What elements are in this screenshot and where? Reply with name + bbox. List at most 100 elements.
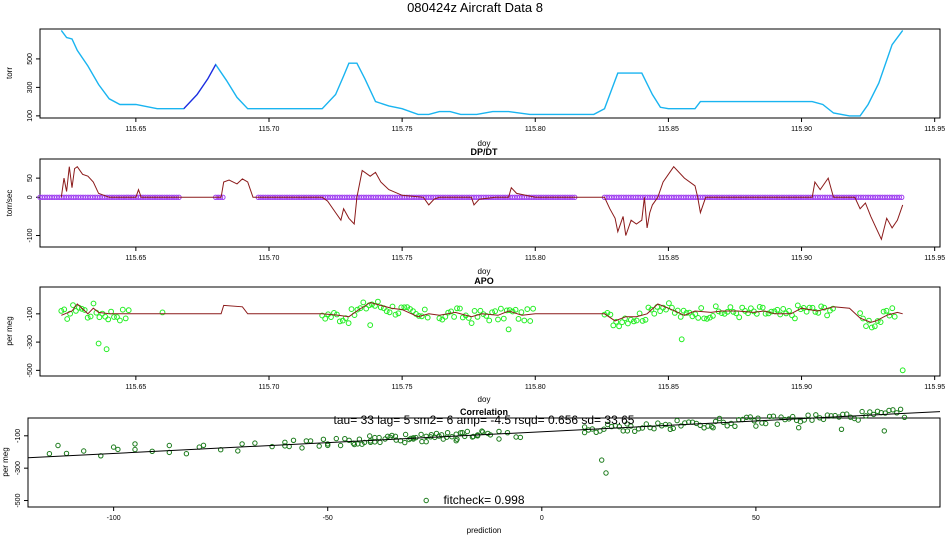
- correlation-point: [655, 420, 661, 426]
- apo-point: [64, 316, 71, 322]
- apo-point: [739, 304, 746, 311]
- apo-point: [102, 313, 109, 320]
- correlation-point: [496, 428, 502, 435]
- apo-point: [119, 306, 126, 313]
- apo-point: [748, 305, 754, 312]
- correlation-point: [504, 430, 511, 436]
- apo-point: [712, 303, 719, 310]
- apo-outlier-point: [899, 367, 906, 374]
- apo-point: [774, 306, 781, 313]
- correlation-point: [632, 428, 638, 434]
- apo-point: [639, 318, 646, 324]
- apo-point: [111, 314, 117, 320]
- apo-point: [780, 306, 787, 312]
- y-tick-label: -300: [27, 335, 34, 349]
- apo-point: [322, 315, 329, 322]
- panel-correlation: -100 -50 0 50-500-300-100 Correlation tau= …: [1, 406, 941, 535]
- apo-point: [436, 315, 443, 322]
- apo-point: [730, 309, 737, 315]
- correlation-point: [479, 428, 485, 434]
- apo-point: [642, 316, 649, 323]
- correlation-point: [269, 443, 275, 450]
- apo-title: APO: [474, 276, 494, 286]
- apo-point: [125, 307, 132, 314]
- correlation-point: [882, 410, 888, 416]
- pressure-line: [60, 29, 904, 117]
- apo-point: [495, 316, 501, 323]
- dpdt-line: [60, 165, 904, 241]
- apo-outlier-point: [159, 309, 166, 316]
- y-tick-label: 500: [27, 53, 34, 65]
- correlation-point: [333, 435, 339, 442]
- apo-point: [707, 314, 713, 321]
- x-tick-label: 0: [540, 515, 544, 522]
- x-tick-label: 115.95: [924, 384, 945, 391]
- correlation-point: [218, 447, 224, 453]
- y-tick-label: 0: [27, 195, 34, 199]
- correlation-point: [805, 412, 811, 418]
- correlation-point: [643, 421, 649, 427]
- correlation-point: [418, 431, 424, 438]
- apo-point: [868, 324, 875, 331]
- apo-point: [530, 305, 536, 312]
- correlation-point: [599, 457, 605, 463]
- pressure-segment-line: [183, 64, 217, 110]
- x-tick-label: 115.80: [525, 126, 546, 133]
- apo-point: [724, 308, 731, 315]
- fitcheck-label: fitcheck= 0.998: [443, 493, 524, 507]
- y-tick-label: -100: [15, 429, 22, 443]
- apo-point: [468, 320, 475, 327]
- apo-point: [745, 310, 751, 317]
- x-tick-label: 115.65: [125, 126, 146, 133]
- apo-point: [117, 317, 123, 324]
- apo-point: [114, 314, 120, 320]
- x-tick-label: 115.65: [125, 384, 146, 391]
- apo-point: [471, 308, 478, 314]
- correlation-point: [480, 429, 486, 435]
- apo-y-label: per meg: [5, 316, 14, 345]
- correlation-point: [890, 407, 896, 413]
- correlation-point: [813, 412, 819, 418]
- correlation-point: [670, 425, 676, 432]
- apo-point: [863, 323, 869, 330]
- apo-point: [610, 322, 617, 329]
- apo-outlier-point: [891, 313, 898, 320]
- apo-point: [424, 314, 431, 321]
- apo-point: [348, 306, 355, 313]
- correlation-point: [897, 406, 904, 412]
- apo-point: [674, 307, 681, 314]
- apo-plot-frame: [39, 286, 941, 377]
- correlation-point: [361, 439, 368, 446]
- correlation-point: [239, 441, 245, 447]
- apo-point: [342, 315, 349, 322]
- correlation-point: [513, 434, 519, 440]
- correlation-point: [423, 433, 429, 439]
- page-title: 080424z Aircraft Data 8: [407, 0, 543, 15]
- correlation-point: [320, 436, 327, 442]
- correlation-point: [716, 415, 723, 422]
- correlation-point: [728, 420, 734, 427]
- correlation-point: [351, 441, 357, 448]
- correlation-point: [697, 422, 703, 428]
- apo-point: [527, 318, 534, 324]
- apo-point: [360, 299, 367, 306]
- x-tick-label: 115.80: [525, 384, 546, 391]
- correlation-point: [337, 442, 344, 449]
- correlation-point: [290, 437, 297, 443]
- apo-point: [421, 306, 428, 313]
- dpdt-x-label: doy: [478, 267, 491, 276]
- correlation-point: [894, 410, 900, 416]
- x-tick-label: 115.85: [658, 255, 679, 262]
- dpdt-y-label: torr/sec: [5, 190, 14, 217]
- apo-point: [601, 311, 608, 318]
- pressure-y-label: torr: [5, 67, 14, 79]
- correlation-point: [770, 413, 777, 419]
- apo-point: [695, 315, 702, 321]
- apo-point: [753, 310, 760, 317]
- apo-point: [797, 306, 804, 313]
- correlation-point: [252, 440, 258, 446]
- apo-point: [666, 300, 672, 307]
- correlation-point: [763, 420, 769, 427]
- apo-point: [404, 304, 411, 311]
- correlation-point: [342, 436, 348, 442]
